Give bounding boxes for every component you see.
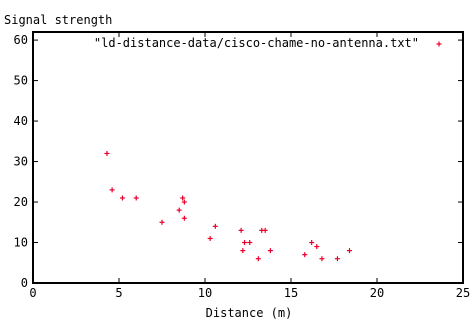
x-axis-label: Distance (m) <box>206 306 293 320</box>
data-point <box>302 252 308 258</box>
y-tick-label: 50 <box>14 74 28 88</box>
data-point <box>181 215 187 221</box>
data-points <box>104 150 352 262</box>
data-point <box>159 219 165 225</box>
y-tick-label: 0 <box>21 276 28 290</box>
data-point <box>109 187 115 193</box>
data-point <box>346 248 352 254</box>
x-tick-label: 10 <box>198 286 212 300</box>
x-tick-label: 20 <box>370 286 384 300</box>
x-tick-label: 15 <box>284 286 298 300</box>
data-point <box>262 227 268 233</box>
y-tick-label: 10 <box>14 236 28 250</box>
data-point <box>240 248 246 254</box>
data-point <box>334 256 340 262</box>
data-point <box>319 256 325 262</box>
data-point <box>176 207 182 213</box>
data-point <box>207 235 213 241</box>
legend: "ld-distance-data/cisco-chame-no-antenna… <box>94 36 442 50</box>
legend-label: "ld-distance-data/cisco-chame-no-antenna… <box>94 36 419 50</box>
y-tick-label: 40 <box>14 114 28 128</box>
data-point <box>309 240 315 246</box>
data-point <box>314 244 320 250</box>
x-tick-label: 5 <box>115 286 122 300</box>
tick-labels: 0 5 10 15 20 25 0 10 20 30 40 50 60 <box>14 33 471 300</box>
data-point <box>133 195 139 201</box>
data-point <box>104 150 110 156</box>
data-point <box>238 227 244 233</box>
data-point <box>180 195 186 201</box>
data-point <box>255 256 261 262</box>
x-tick-label: 25 <box>456 286 470 300</box>
axis-ticks <box>32 32 464 284</box>
y-tick-label: 30 <box>14 155 28 169</box>
x-tick-label: 0 <box>29 286 36 300</box>
data-point <box>181 199 187 205</box>
data-point <box>247 240 253 246</box>
y-axis-label: Signal strength <box>4 13 112 27</box>
legend-marker <box>436 41 442 47</box>
y-tick-label: 20 <box>14 195 28 209</box>
data-point <box>119 195 125 201</box>
data-point <box>212 223 218 229</box>
plot-border <box>32 31 464 284</box>
data-point <box>267 248 273 254</box>
y-tick-label: 60 <box>14 33 28 47</box>
data-point <box>242 240 248 246</box>
plot-frame <box>32 31 464 284</box>
